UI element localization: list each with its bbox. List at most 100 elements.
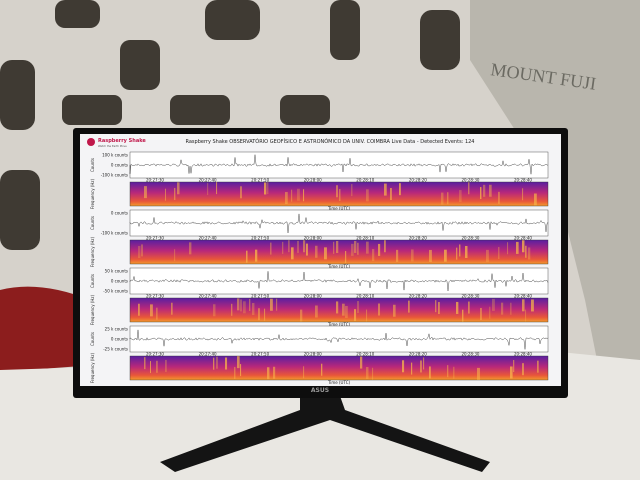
spectrogram-band [366, 309, 368, 322]
x-tick-label: 20:27:50 [251, 294, 269, 299]
spectrogram-band [240, 364, 242, 377]
spectrogram-band [513, 360, 515, 373]
spectrogram-band [291, 247, 294, 260]
spectrogram-band [357, 242, 359, 255]
spectrogram-label: Frequency (Hz) [90, 352, 95, 383]
spectrogram-band [258, 308, 260, 321]
spectrogram-band [501, 302, 504, 315]
spectrogram-band [366, 366, 369, 379]
spectrogram-band [351, 184, 353, 197]
spectrogram-band [453, 366, 455, 379]
x-tick-label: 20:28:40 [514, 236, 532, 241]
x-tick-label: 20:28:10 [356, 178, 374, 183]
spectrogram-band [336, 301, 339, 314]
spectrogram-band [456, 247, 458, 260]
x-tick-label: 20:28:30 [461, 294, 479, 299]
spectrogram-band [516, 241, 519, 254]
spectrogram-band [507, 242, 509, 255]
spectrogram-band [537, 360, 539, 373]
spectrogram-band [411, 362, 413, 375]
x-tick-label: 20:27:40 [199, 294, 217, 299]
spectrogram-band [498, 191, 500, 204]
spectrogram [129, 239, 549, 265]
seismogram-trace [129, 329, 549, 350]
logo: Raspberry Shake [98, 138, 146, 144]
spectrogram-band [366, 241, 369, 254]
spectrogram-band [225, 357, 228, 370]
spectrogram-band [252, 302, 255, 315]
y-tick-label: 25 k counts [105, 326, 128, 331]
monitor-stand [160, 396, 490, 472]
spectrogram-band [444, 249, 447, 262]
spectrogram-band [429, 366, 431, 379]
x-tick-label: 20:28:20 [409, 294, 427, 299]
spectrogram-band [384, 183, 387, 196]
spectrogram-band [468, 301, 470, 314]
spectrogram-band [522, 188, 524, 201]
spectrogram-band [306, 243, 308, 256]
spectrogram-band [354, 240, 357, 253]
x-tick-label: 20:27:30 [146, 178, 164, 183]
trace-box [129, 151, 549, 179]
x-tick-label: 20:27:30 [146, 294, 164, 299]
spectrogram-band [336, 241, 339, 254]
x-axis-label: Time (UTC) [327, 322, 351, 327]
y-tick-label: -100 k counts [101, 230, 128, 235]
spectrogram-band [525, 309, 527, 322]
x-tick-label: 20:27:40 [199, 352, 217, 357]
spectrogram-band [264, 308, 266, 321]
x-tick-label: 20:28:00 [304, 178, 322, 183]
spectrogram-band [234, 366, 236, 379]
spectrogram-band [177, 182, 180, 195]
spectrogram-band [213, 304, 216, 317]
spectrogram-band [213, 357, 215, 370]
spectrogram-band [165, 359, 167, 372]
spectrogram-band [480, 187, 482, 200]
spectrogram-band [174, 249, 176, 262]
y-tick-label: 0 counts [111, 278, 128, 283]
spectrogram-band [231, 303, 233, 316]
x-tick-label: 20:27:30 [146, 352, 164, 357]
seismogram-trace [129, 154, 549, 175]
spectrogram-band [339, 188, 341, 201]
spectrogram-band [522, 363, 524, 376]
seismogram-trace [129, 271, 549, 292]
spectrogram-band [273, 366, 276, 379]
x-tick-label: 20:27:30 [146, 236, 164, 241]
y-tick-label: 100 k counts [102, 152, 128, 157]
spectrogram-band [336, 185, 339, 198]
spectrogram-band [138, 245, 141, 258]
wall-cutouts [0, 0, 460, 250]
spectrogram-band [354, 309, 357, 322]
spectrogram-band [264, 182, 267, 195]
spectrogram-band [525, 245, 527, 258]
spectrogram-band [144, 186, 147, 199]
spectrogram-band [315, 245, 318, 258]
spectrogram-band [393, 304, 396, 317]
x-tick-label: 20:28:40 [514, 294, 532, 299]
spectrogram-band [465, 246, 468, 259]
spectrogram-band [456, 301, 459, 314]
spectrogram-band [315, 305, 318, 318]
x-tick-label: 20:28:10 [356, 294, 374, 299]
spectrogram-band [531, 299, 534, 312]
y-axis-label: Counts [90, 216, 95, 230]
x-tick-label: 20:28:00 [304, 236, 322, 241]
spectrogram-band [528, 247, 531, 260]
spectrogram-band [285, 192, 288, 205]
spectrogram-band [372, 249, 375, 262]
trace-box [129, 267, 549, 295]
spectrogram-band [321, 363, 323, 376]
spectrogram-band [468, 182, 470, 195]
y-tick-label: 0 counts [111, 162, 128, 167]
spectrogram-band [402, 360, 405, 373]
spectrogram-band [171, 302, 173, 315]
spectrogram-band [423, 357, 425, 370]
chair [0, 286, 95, 372]
x-tick-label: 20:27:40 [199, 178, 217, 183]
x-axis-label: Time (UTC) [327, 264, 351, 269]
spectrogram-band [207, 182, 209, 195]
spectrogram-band [378, 303, 381, 316]
spectrogram-band [459, 244, 461, 257]
x-tick-label: 20:28:20 [409, 236, 427, 241]
